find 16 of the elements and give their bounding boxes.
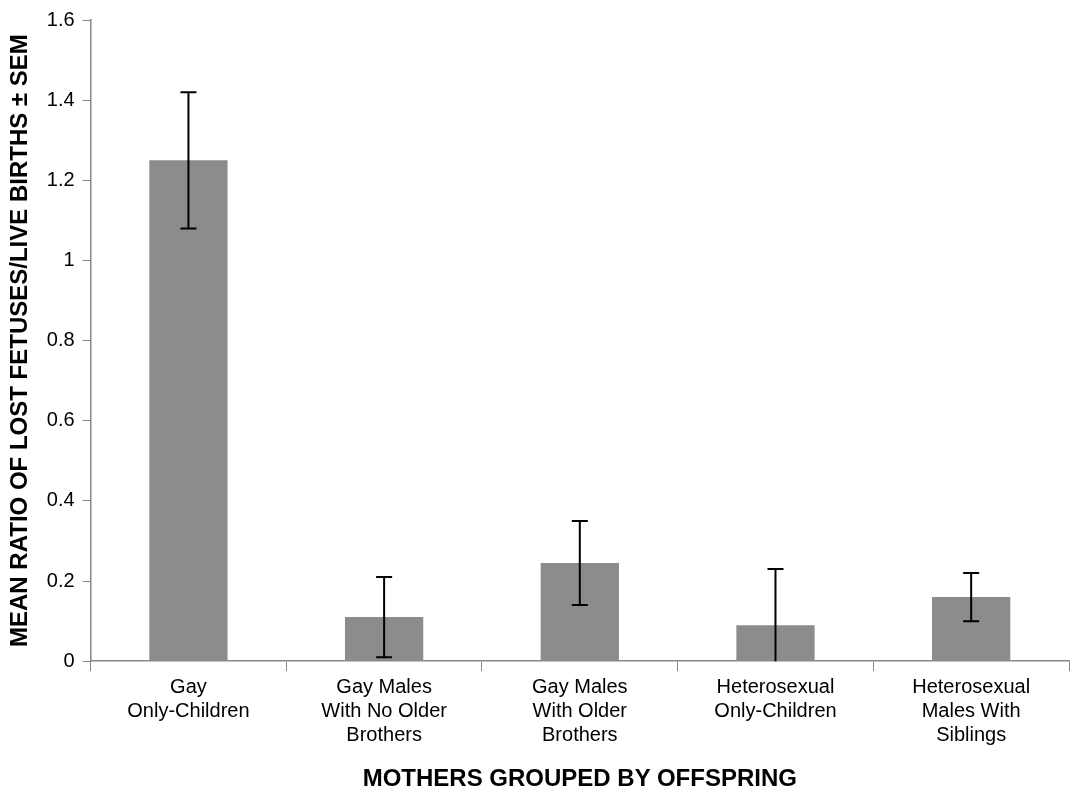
y-tick-label: 1.4 <box>46 87 75 110</box>
y-tick-label: 0.6 <box>46 408 75 431</box>
x-tick-label: Gay Only-Children <box>127 674 250 721</box>
x-axis-title: MOTHERS GROUPED BY OFFSPRING <box>362 764 797 792</box>
y-axis-title: MEAN RATIO OF LOST FETUSES/LIVE BIRTHS ± SEM <box>5 34 33 647</box>
y-tick-label: 0 <box>63 648 75 671</box>
x-tick-label: Heterosexual Only-Children <box>714 674 837 721</box>
y-tick-label: 0.2 <box>46 568 75 591</box>
y-tick-label: 1 <box>63 247 75 270</box>
x-tick-label: Gay Males With Older Brothers <box>532 674 628 745</box>
y-tick-label: 0.8 <box>46 328 75 351</box>
x-tick-label: Gay Males With No Older Brothers <box>321 674 448 745</box>
y-tick-label: 1.6 <box>46 7 75 30</box>
y-tick-label: 1.2 <box>46 167 75 190</box>
y-tick-label: 0.4 <box>46 488 75 511</box>
x-tick-label: Heterosexual Males With Siblings <box>912 674 1031 745</box>
